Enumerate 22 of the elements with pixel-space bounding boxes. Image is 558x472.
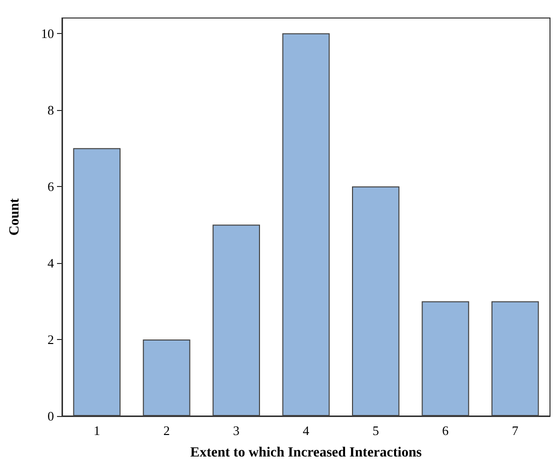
x-tick-label: 1: [94, 423, 100, 438]
y-tick-label: 2: [48, 332, 54, 347]
x-tick-label: 5: [372, 423, 379, 438]
y-tick-label: 4: [48, 255, 54, 270]
bar: [491, 301, 539, 416]
x-tick-label: 6: [442, 423, 450, 438]
y-tick-label: 10: [41, 26, 54, 41]
x-tick-label: 3: [233, 423, 240, 438]
bar: [422, 301, 470, 416]
bar: [73, 148, 121, 416]
y-tick-label: 0: [48, 408, 54, 424]
bar: [352, 186, 400, 416]
x-axis-title: Extent to which Increased Interactions: [190, 446, 422, 460]
y-tick-label: 6: [48, 178, 54, 194]
x-tick-label: 7: [512, 423, 519, 438]
bar: [142, 339, 190, 416]
x-tick-label: 4: [302, 423, 310, 438]
x-tick-label: 2: [163, 423, 170, 438]
bar: [282, 33, 330, 416]
bar: [212, 224, 260, 416]
y-axis-title: Count: [8, 198, 22, 236]
y-tick-label: 8: [48, 102, 54, 118]
